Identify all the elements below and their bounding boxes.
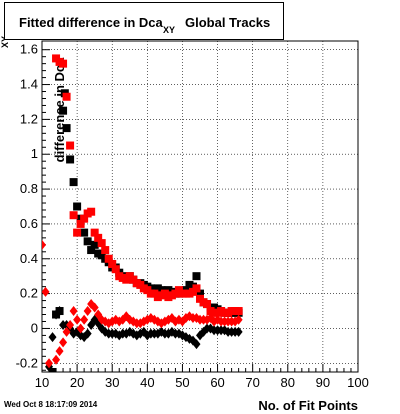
data-point-series-0 — [62, 124, 71, 133]
data-point-series-0 — [73, 202, 82, 211]
data-point-series-2 — [192, 339, 201, 350]
data-point-series-1 — [66, 141, 75, 150]
data-point-series-1 — [97, 239, 106, 248]
data-point-series-0 — [192, 272, 201, 281]
data-point-series-1 — [111, 265, 120, 274]
data-point-series-1 — [62, 92, 71, 101]
chart-title-main: Fitted difference in Dca — [19, 15, 163, 30]
data-point-series-1 — [108, 259, 117, 268]
y-axis-label-subscript: XY — [0, 36, 10, 48]
x-tick-label: 70 — [245, 375, 259, 390]
data-point-series-3 — [59, 337, 68, 348]
data-point-series-1 — [73, 228, 82, 237]
data-point-series-1 — [203, 300, 212, 309]
x-tick-label: 90 — [316, 375, 330, 390]
data-point-series-1 — [192, 284, 201, 293]
data-point-series-2 — [83, 328, 92, 339]
x-tick-label: 60 — [210, 375, 224, 390]
data-point-series-1 — [234, 307, 243, 316]
data-point-series-0 — [196, 289, 204, 298]
data-point-series-1 — [59, 59, 68, 68]
x-axis-label: No. of Fit Points — [258, 398, 358, 413]
data-point-series-1 — [76, 219, 85, 228]
data-point-series-0 — [66, 155, 75, 164]
data-point-series-3 — [234, 314, 243, 325]
data-point-series-3 — [42, 286, 50, 297]
data-point-series-3 — [55, 346, 64, 357]
data-point-series-1 — [101, 246, 110, 255]
data-point-series-3 — [80, 314, 89, 325]
data-point-series-0 — [87, 246, 96, 255]
data-point-series-3 — [62, 326, 71, 337]
data-point-series-0 — [90, 240, 99, 249]
data-points-group — [42, 54, 243, 382]
x-tick-label: 10 — [35, 375, 49, 390]
data-point-series-2 — [48, 332, 57, 343]
y-tick-label: 0 — [31, 320, 38, 335]
data-point-series-1 — [80, 214, 89, 223]
y-tick-label: 0.6 — [20, 216, 38, 231]
data-point-series-3 — [52, 354, 61, 365]
chart-title-subscript: XY — [163, 25, 176, 35]
data-point-series-3 — [90, 302, 99, 313]
data-point-series-3 — [42, 239, 46, 250]
data-point-series-3 — [83, 306, 92, 317]
data-point-series-1 — [87, 207, 96, 216]
x-tick-label: 50 — [175, 375, 189, 390]
x-tick-label: 20 — [70, 375, 84, 390]
y-tick-label: 1.4 — [20, 77, 38, 92]
data-point-series-3 — [66, 319, 75, 330]
y-tick-label: 0.8 — [20, 181, 38, 196]
data-point-series-0 — [80, 228, 89, 237]
data-point-series-0 — [69, 178, 78, 187]
y-tick-label: -0.2 — [16, 355, 38, 370]
x-tick-label: 40 — [140, 375, 154, 390]
data-point-series-3 — [73, 314, 82, 325]
data-point-series-3 — [45, 358, 54, 369]
chart-title-box: Fitted difference in Dca XY Global Track… — [4, 2, 284, 40]
y-tick-label: 0.2 — [20, 286, 38, 301]
data-point-series-3 — [49, 372, 57, 382]
y-tick-label: 0.4 — [20, 251, 38, 266]
data-point-series-2 — [55, 306, 64, 317]
x-tick-label: 30 — [105, 375, 119, 390]
data-point-series-1 — [90, 228, 99, 237]
x-tick-label: 100 — [347, 375, 369, 390]
data-point-series-0 — [83, 237, 92, 246]
data-point-series-0 — [59, 106, 68, 115]
data-point-series-1 — [104, 254, 113, 263]
y-tick-label: 1.6 — [20, 42, 38, 57]
chart-title-rest: Global Tracks — [185, 15, 271, 30]
data-point-series-1 — [94, 233, 103, 242]
data-point-series-3 — [76, 323, 85, 334]
data-point-series-0 — [48, 368, 57, 372]
x-tick-label: 80 — [281, 375, 295, 390]
y-tick-label: 1 — [31, 146, 38, 161]
y-tick-label: 1.2 — [20, 111, 38, 126]
data-point-series-3 — [69, 306, 78, 317]
data-point-series-1 — [69, 211, 78, 220]
timestamp: Wed Oct 8 18:17:09 2014 — [4, 400, 98, 409]
data-point-series-2 — [234, 326, 243, 337]
